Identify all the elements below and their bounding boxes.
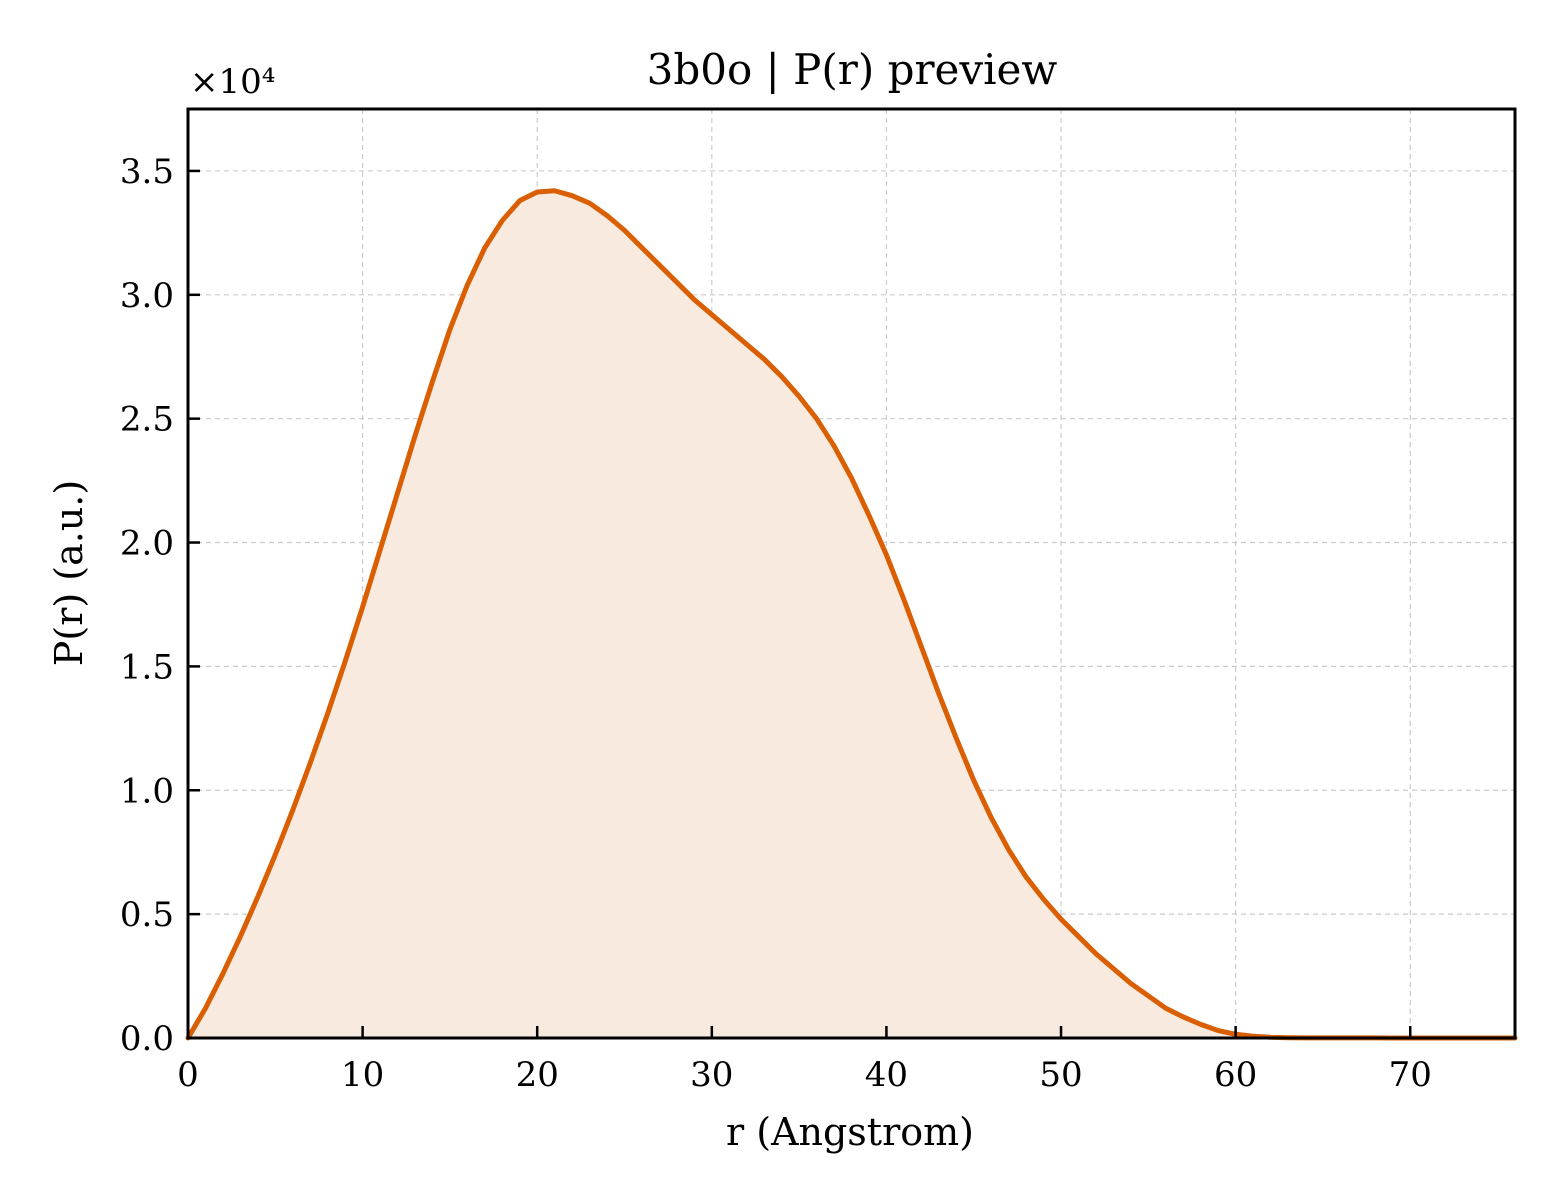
y-axis-label: P(r) (a.u.) [47, 480, 91, 666]
x-tick-label: 70 [1389, 1055, 1432, 1095]
plot-frame [186, 107, 1517, 1040]
y-tick-label: 1.5 [120, 647, 174, 687]
y-tick-label: 2.5 [120, 400, 174, 440]
x-tick-label: 0 [177, 1055, 199, 1095]
y-axis-ticks: 0.0 0.5 1.0 1.5 2.0 2.5 3.0 3.5 [120, 152, 200, 1059]
x-tick-label: 10 [341, 1055, 384, 1095]
y-tick-label: 0.5 [120, 895, 174, 935]
y-tick-label: 3.5 [120, 152, 174, 192]
y-tick-label: 2.0 [120, 524, 174, 564]
x-tick-label: 40 [865, 1055, 908, 1095]
y-tick-label: 1.0 [120, 771, 174, 811]
chart-title: 3b0o | P(r) preview [647, 45, 1058, 94]
x-axis-label: r (Angstrom) [726, 1110, 974, 1154]
y-tick-label: 0.0 [120, 1019, 174, 1059]
area-fill [188, 190, 1515, 1038]
x-axis-ticks: 0 10 20 30 40 50 60 70 [177, 1026, 1432, 1095]
y-tick-label: 3.0 [120, 276, 174, 316]
y-multiplier-label: ×10⁴ [190, 62, 275, 102]
x-tick-label: 20 [516, 1055, 559, 1095]
x-tick-label: 50 [1039, 1055, 1082, 1095]
x-tick-label: 60 [1214, 1055, 1257, 1095]
x-tick-label: 30 [690, 1055, 733, 1095]
